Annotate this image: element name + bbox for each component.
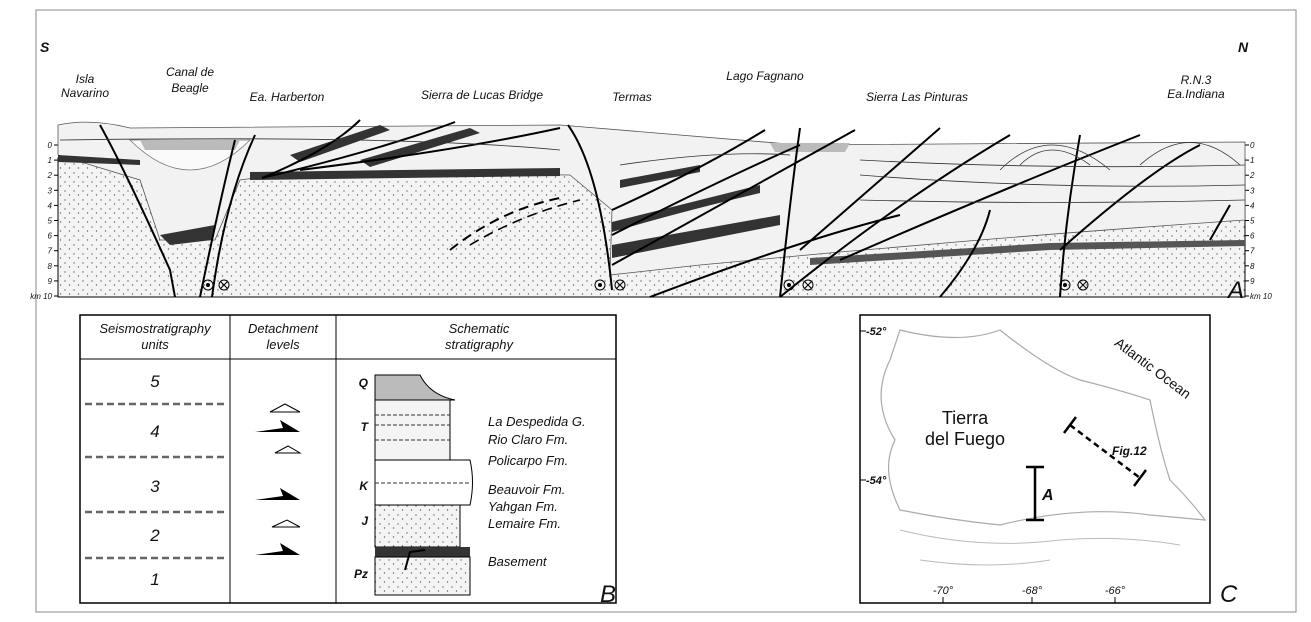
- longitude-label: -70°: [933, 585, 954, 597]
- depth-tick-label: 3: [48, 186, 53, 195]
- formation-label: Yahgan Fm.: [488, 499, 558, 514]
- depth-tick-label: 7: [1250, 247, 1255, 256]
- age-label: K: [359, 479, 369, 493]
- column-header: stratigraphy: [445, 337, 514, 352]
- unit-number: 3: [150, 477, 160, 496]
- depth-tick-label: 1: [1250, 156, 1254, 165]
- depth-tick-label: 9: [1250, 277, 1255, 286]
- depth-tick-label: 2: [47, 171, 53, 180]
- formation-label: Basement: [488, 554, 548, 569]
- depth-tick-label: 8: [1250, 262, 1255, 271]
- place-label: Isla: [76, 72, 95, 86]
- island-label: Tierra: [942, 408, 989, 428]
- depth-tick-label: 0: [1250, 141, 1255, 150]
- place-label: Termas: [612, 90, 652, 104]
- depth-tick-label: km 10: [30, 292, 52, 301]
- place-label: Sierra de Lucas Bridge: [421, 88, 543, 102]
- island-label: del Fuego: [925, 429, 1005, 449]
- formation-label: Policarpo Fm.: [488, 453, 568, 468]
- depth-tick-label: 6: [1250, 232, 1255, 241]
- section-label: Fig.12: [1112, 444, 1147, 458]
- map-frame: [860, 315, 1210, 603]
- section-label: A: [1041, 487, 1054, 504]
- place-label: Sierra Las Pinturas: [866, 90, 968, 104]
- figure: S N Isla Navarino Canal de Beagle Ea. Ha…: [0, 0, 1311, 622]
- panel-label: A: [1226, 277, 1244, 304]
- depth-tick-label: 4: [1250, 201, 1255, 210]
- formation-label: Beauvoir Fm.: [488, 482, 565, 497]
- depth-tick-label: 6: [48, 232, 53, 241]
- column-header: Detachment: [248, 321, 319, 336]
- depth-tick-label: 7: [48, 247, 53, 256]
- depth-tick-label: km 10: [1250, 292, 1272, 301]
- longitude-label: -66°: [1105, 585, 1126, 597]
- place-label: Lago Fagnano: [726, 69, 804, 83]
- age-label: Pz: [354, 567, 368, 581]
- direction-north: N: [1238, 39, 1249, 55]
- quaternary-fill: [770, 143, 850, 152]
- place-label: R.N.3: [1181, 73, 1212, 87]
- quaternary-fill: [140, 140, 240, 150]
- direction-south: S: [40, 39, 50, 55]
- place-label: Canal de: [166, 65, 214, 79]
- depth-tick-label: 5: [48, 217, 53, 226]
- panel-c: -52° -54° -70° -68° -66° Tierra del Fuego A…: [860, 315, 1238, 608]
- latitude-label: -54°: [866, 475, 887, 487]
- age-label: Q: [359, 376, 369, 390]
- unit-number: 5: [150, 372, 160, 391]
- latitude-label: -52°: [866, 326, 887, 338]
- panel-label: B: [600, 581, 616, 608]
- formation-label: Rio Claro Fm.: [488, 432, 568, 447]
- unit-number: 2: [149, 526, 160, 545]
- depth-tick-label: 9: [48, 277, 53, 286]
- depth-tick-label: 5: [1250, 217, 1255, 226]
- longitude-label: -68°: [1022, 585, 1043, 597]
- formation-label: Lemaire Fm.: [488, 516, 561, 531]
- place-label: Ea. Harberton: [250, 90, 325, 104]
- column-header: Schematic: [449, 321, 510, 336]
- column-header: units: [141, 337, 169, 352]
- age-label: J: [361, 514, 368, 528]
- column-header: Seismostratigraphy: [99, 321, 212, 336]
- depth-tick-label: 4: [48, 201, 53, 210]
- depth-tick-label: 0: [48, 141, 53, 150]
- depth-tick-label: 3: [1250, 186, 1255, 195]
- unit-number: 4: [150, 422, 159, 441]
- place-label: Beagle: [171, 81, 209, 95]
- unit-number: 1: [150, 570, 159, 589]
- column-header: levels: [266, 337, 300, 352]
- depth-tick-label: 2: [1249, 171, 1255, 180]
- depth-tick-label: 1: [48, 156, 52, 165]
- depth-tick-label: 8: [48, 262, 53, 271]
- place-label: Ea.Indiana: [1167, 87, 1225, 101]
- place-label: Navarino: [61, 86, 109, 100]
- formation-label: La Despedida G.: [488, 414, 586, 429]
- panel-label: C: [1220, 581, 1238, 608]
